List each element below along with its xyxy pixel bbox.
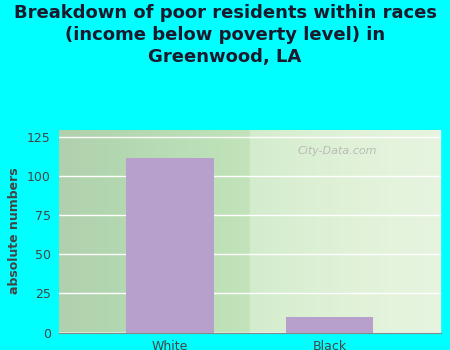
Bar <box>286 317 373 332</box>
Text: Breakdown of poor residents within races
(income below poverty level) in
Greenwo: Breakdown of poor residents within races… <box>14 4 436 66</box>
Y-axis label: absolute numbers: absolute numbers <box>9 168 22 294</box>
Bar <box>250 130 441 332</box>
Bar <box>126 158 214 332</box>
Bar <box>58 130 250 332</box>
Text: City-Data.com: City-Data.com <box>298 146 378 156</box>
